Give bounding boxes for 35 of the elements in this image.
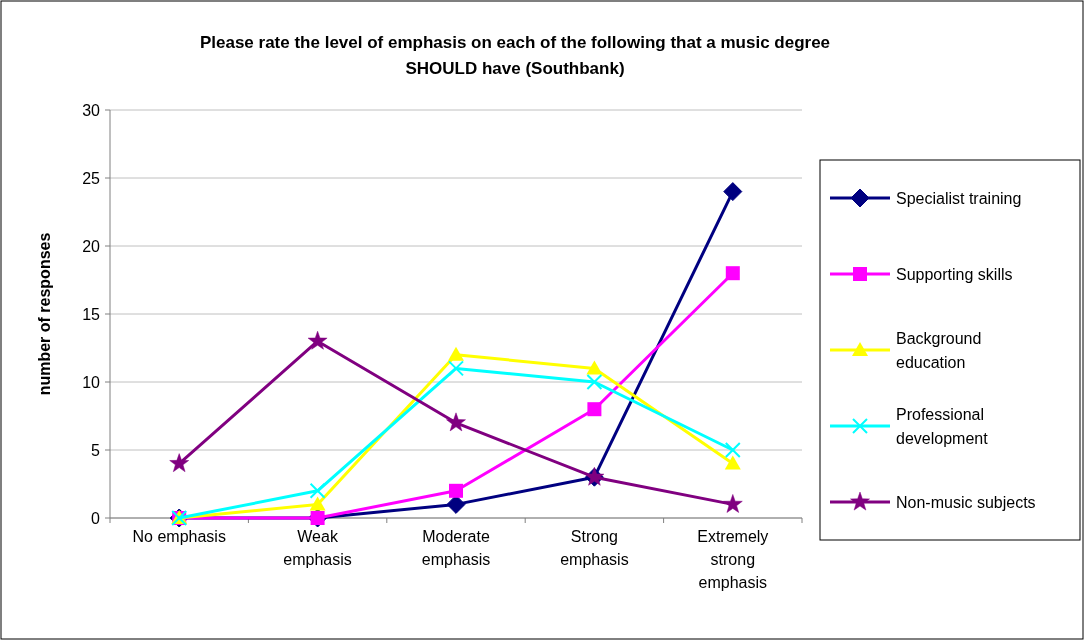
y-tick-label: 25 xyxy=(82,169,101,187)
point xyxy=(449,483,463,498)
y-tick-label: 5 xyxy=(91,441,101,459)
y-tick-label: 0 xyxy=(91,509,101,527)
point xyxy=(309,482,326,499)
x-tick-label: Extremely strong emphasis xyxy=(697,528,769,591)
point xyxy=(586,360,603,375)
point xyxy=(446,412,466,432)
point xyxy=(307,330,328,350)
x-tick-label: Moderate emphasis xyxy=(421,528,491,568)
point xyxy=(723,494,743,513)
point xyxy=(724,455,741,470)
point xyxy=(587,402,602,417)
y-axis-title: number of responses xyxy=(36,232,53,396)
point xyxy=(169,453,189,472)
point xyxy=(725,266,740,281)
y-tick-label: 30 xyxy=(82,101,101,119)
point xyxy=(448,360,464,377)
point xyxy=(309,496,326,511)
point xyxy=(448,346,464,361)
x-tick-label: Strong emphasis xyxy=(560,528,629,568)
legend-label: Specialist training xyxy=(896,189,1022,207)
chart-title: Please rate the level of emphasis on each of the following that a music degree SHOULD have (Southbank) xyxy=(199,33,831,78)
y-tick-label: 20 xyxy=(82,237,101,255)
y-tick-label: 10 xyxy=(82,373,101,391)
x-tick-label: No emphasis xyxy=(132,528,226,545)
legend-label: Background education xyxy=(896,329,982,371)
x-tick-label: Weak emphasis xyxy=(283,528,352,568)
point xyxy=(724,442,741,458)
point xyxy=(723,182,743,202)
point xyxy=(586,374,603,390)
y-tick-label: 15 xyxy=(82,305,101,323)
legend-label: Professional development xyxy=(896,405,989,447)
legend-label: Non-music subjects xyxy=(896,493,1036,511)
legend-label: Supporting skills xyxy=(896,265,1013,283)
